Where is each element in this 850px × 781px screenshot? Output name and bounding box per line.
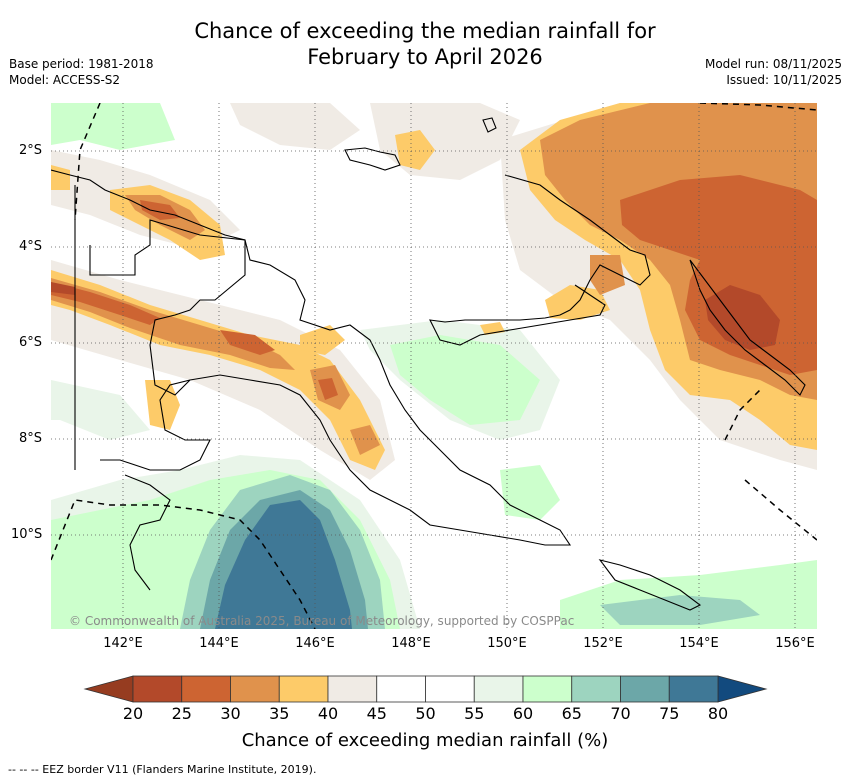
title-line-1: Chance of exceeding the median rainfall … <box>194 19 656 43</box>
lon-label: 142°E <box>103 636 143 651</box>
shade-region <box>500 465 560 520</box>
copyright-notice: © Commonwealth of Australia 2025, Bureau… <box>69 614 575 628</box>
colorbar-segment <box>181 675 231 703</box>
shade-region <box>230 103 360 150</box>
cape-york-coast <box>124 474 171 591</box>
bougainville-coast <box>689 259 806 396</box>
eez-line <box>51 499 316 629</box>
meta-right: Model run: 08/11/2025 Issued: 10/11/2025 <box>705 56 842 88</box>
shade-region <box>51 380 150 440</box>
colorbar-segment <box>327 675 378 703</box>
lat-label: 8°S <box>19 431 43 446</box>
colorbar-label: Chance of exceeding median rainfall (%) <box>241 730 609 751</box>
eez-line <box>744 479 817 541</box>
colorbar-segment <box>425 675 475 703</box>
probability-shading <box>51 103 817 629</box>
colorbar-segment <box>571 675 621 703</box>
new-britain-coast <box>429 174 651 346</box>
colorbar-tick-label: 20 <box>122 704 144 723</box>
shade-region <box>215 500 352 629</box>
shade-region <box>51 282 160 325</box>
eez-borders <box>51 103 817 629</box>
shade-region <box>350 425 380 455</box>
colorbar-tick-label: 55 <box>464 704 485 723</box>
colorbar-tick-label: 75 <box>659 704 680 723</box>
solomon-islands <box>598 559 702 611</box>
eez-legend-note: -- -- -- EEZ border V11 (Flanders Marine… <box>8 763 317 776</box>
colorbar-tick-label: 60 <box>512 704 534 723</box>
shade-region <box>600 595 760 625</box>
colorbar-tick-label: 80 <box>707 704 729 723</box>
colorbar-segment <box>668 675 719 703</box>
colorbar-tick-label: 30 <box>220 704 241 723</box>
lon-label: 148°E <box>391 636 431 651</box>
colorbar-tick-label: 50 <box>415 704 436 723</box>
island <box>482 117 497 133</box>
shade-region <box>220 330 275 355</box>
colorbar-tick-label: 70 <box>610 704 631 723</box>
colorbar <box>83 675 768 703</box>
shade-region <box>145 380 180 430</box>
shade-region <box>590 255 625 295</box>
base-period: Base period: 1981-2018 <box>9 57 154 71</box>
shade-region <box>395 130 435 170</box>
lat-label: 4°S <box>19 239 43 254</box>
eez-line <box>699 103 817 111</box>
shade-region <box>318 378 338 400</box>
shade-region <box>390 335 540 425</box>
colorbar-tick-label: 35 <box>269 704 290 723</box>
lat-label: 2°S <box>19 143 43 158</box>
lon-label: 152°E <box>583 636 623 651</box>
border-line <box>89 219 246 396</box>
lon-label: 144°E <box>199 636 239 651</box>
shade-region <box>300 325 345 355</box>
issued-date: Issued: 10/11/2025 <box>726 73 842 87</box>
lon-label: 146°E <box>295 636 335 651</box>
manus-island <box>344 147 401 171</box>
shade-region <box>705 285 780 350</box>
colorbar-segment <box>522 675 573 703</box>
model-run: Model run: 08/11/2025 <box>704 57 842 71</box>
chart-title: Chance of exceeding the median rainfall … <box>0 18 850 70</box>
colorbar-ticks: 20 25 30 35 40 45 50 55 60 65 70 75 80 <box>0 704 850 728</box>
lat-label: 10°S <box>11 527 43 542</box>
colorbar-segment <box>132 675 183 703</box>
colorbar-over-arrow <box>717 675 768 703</box>
lon-label: 156°E <box>775 636 815 651</box>
title-line-2: February to April 2026 <box>307 45 543 69</box>
colorbar-tick-label: 40 <box>317 704 339 723</box>
colorbar-segment <box>376 675 426 703</box>
colorbar-segment <box>473 675 524 703</box>
shade-region <box>51 103 175 150</box>
lon-label: 150°E <box>487 636 527 651</box>
colorbar-under-arrow <box>83 675 134 703</box>
meta-left: Base period: 1981-2018 Model: ACCESS-S2 <box>9 56 154 88</box>
coastlines <box>51 117 806 611</box>
lon-label: 154°E <box>679 636 719 651</box>
colorbar-segment <box>278 675 329 703</box>
shade-region <box>140 200 180 220</box>
colorbar-tick-label: 25 <box>171 704 192 723</box>
eez-line <box>724 389 761 441</box>
lat-label: 6°S <box>19 335 43 350</box>
shade-region <box>51 282 75 295</box>
colorbar-segment <box>620 675 670 703</box>
colorbar-segment <box>230 675 280 703</box>
model-name: Model: ACCESS-S2 <box>9 73 121 87</box>
colorbar-tick-label: 65 <box>561 704 582 723</box>
colorbar-tick-label: 45 <box>366 704 387 723</box>
